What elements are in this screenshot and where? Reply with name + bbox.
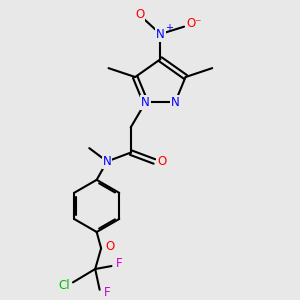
Text: N: N (171, 96, 180, 109)
Text: F: F (104, 286, 110, 299)
Text: O: O (135, 8, 144, 21)
Text: O: O (105, 240, 115, 253)
Text: O: O (157, 155, 167, 168)
Text: N: N (141, 96, 150, 109)
Text: O⁻: O⁻ (187, 17, 202, 30)
Text: F: F (116, 256, 122, 270)
Text: N: N (103, 155, 111, 168)
Text: +: + (165, 22, 173, 33)
Text: Cl: Cl (58, 279, 70, 292)
Text: N: N (156, 28, 165, 40)
